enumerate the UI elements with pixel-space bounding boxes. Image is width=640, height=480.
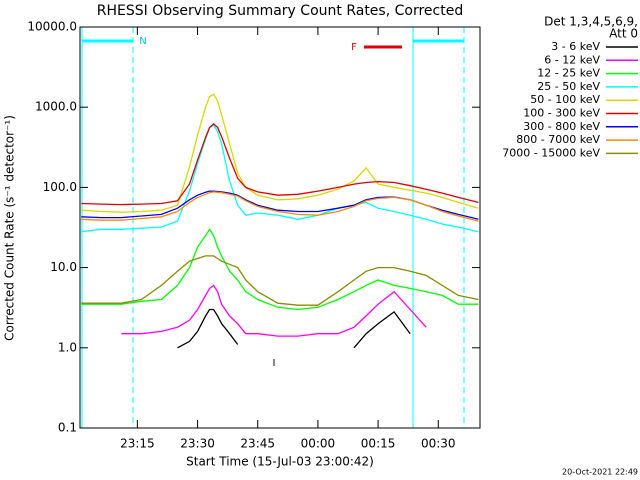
series-line: [81, 93, 479, 213]
legend-label: 100 - 300 keV: [523, 107, 600, 120]
legend-title: Det 1,3,4,5,6,9,: [544, 15, 638, 29]
legend-label: 12 - 25 keV: [537, 67, 600, 80]
x-axis-label: Start Time (15-Jul-03 23:00:42): [186, 455, 374, 469]
legend-label: 6 - 12 keV: [544, 53, 600, 66]
series-line: [81, 124, 479, 233]
annotation: F: [351, 42, 357, 53]
series-line: [177, 308, 411, 349]
y-tick-label: 1000.0: [35, 100, 77, 114]
y-tick-label: 10.0: [50, 260, 77, 274]
x-tick-label: 00:00: [301, 437, 336, 451]
y-tick-label: 1.0: [58, 340, 77, 354]
series-line: [81, 228, 479, 311]
x-tick-label: 23:15: [120, 437, 155, 451]
annotation: I: [273, 358, 276, 369]
y-axis-label: Corrected Count Rate (s⁻¹ detector⁻¹): [3, 115, 17, 341]
series-line: [121, 284, 427, 337]
x-tick-label: 00:30: [421, 437, 456, 451]
x-tick-label: 23:45: [240, 437, 275, 451]
plot-area: [81, 93, 479, 349]
series-line: [81, 123, 479, 206]
legend-label: 300 - 800 keV: [523, 120, 600, 133]
legend-label: 50 - 100 keV: [530, 93, 600, 106]
legend-title: Att 0: [609, 27, 638, 41]
y-tick-label: 100.0: [43, 180, 77, 194]
legend-label: 7000 - 15000 keV: [502, 146, 600, 159]
y-tick-label: 10000.0: [27, 20, 77, 34]
axes-frame: [79, 26, 481, 429]
series-line: [81, 191, 479, 222]
legend-label: 800 - 7000 keV: [516, 133, 600, 146]
footer: 20-Oct-2021 22:49: [562, 468, 638, 477]
x-tick-label: 23:30: [180, 437, 215, 451]
series-line: [81, 255, 479, 306]
legend-label: 25 - 50 keV: [537, 80, 600, 93]
legend-label: 3 - 6 keV: [551, 40, 600, 53]
chart-title: RHESSI Observing Summary Count Rates, Co…: [97, 3, 463, 19]
x-tick-label: 00:15: [361, 437, 396, 451]
annotation: N: [139, 36, 146, 47]
y-tick-label: 0.1: [58, 421, 77, 435]
